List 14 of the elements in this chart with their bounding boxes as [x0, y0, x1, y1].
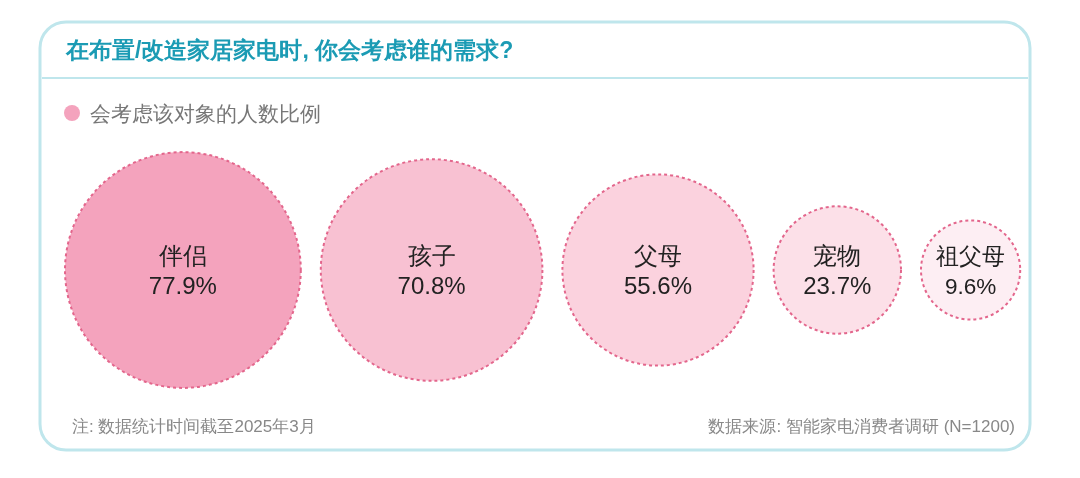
- data-label: 77.9%: [148, 272, 217, 299]
- legend-label: 会考虑该对象的人数比例: [90, 102, 321, 125]
- source-note: 数据来源: 智能家电消费者调研 (N=1200): [708, 417, 1015, 436]
- category-label: 祖父母: [936, 244, 1006, 269]
- data-label: 9.6%: [944, 274, 997, 299]
- category-label: 孩子: [407, 242, 456, 269]
- category-label: 父母: [634, 242, 682, 269]
- text: 注: 数据统计时间截至2025年3月: [72, 417, 316, 436]
- text: 在布置/改造家居家电时, 你会考虑谁的需求?: [65, 37, 514, 63]
- data-label: 23.7%: [803, 272, 872, 299]
- data-label: 70.8%: [397, 272, 466, 299]
- category-label: 伴侣: [158, 242, 207, 269]
- category-label: 宠物: [813, 242, 862, 269]
- data-label: 55.6%: [623, 272, 693, 299]
